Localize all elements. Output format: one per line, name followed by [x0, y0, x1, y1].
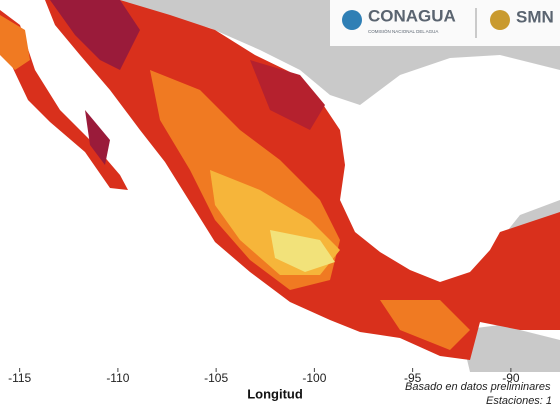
- warm-zone-baja: [0, 15, 30, 70]
- hot-zone-northeast: [250, 60, 325, 130]
- conagua-icon: [342, 10, 362, 30]
- x-tick-label: -105: [204, 371, 228, 385]
- central-america: [460, 325, 560, 372]
- x-tick-label: -110: [106, 371, 129, 385]
- hot-zone-sinaloa: [85, 110, 110, 165]
- hot-zone-sonora: [50, 0, 140, 70]
- logo-subtitle: COMISIÓN NACIONAL DEL AGUA: [368, 28, 438, 34]
- x-tick-label: -100: [302, 371, 326, 385]
- logo-panel: [330, 0, 560, 46]
- logo-right: SMN: [516, 7, 554, 26]
- note: Basado en datos preliminares: [405, 381, 551, 393]
- x-axis-label: Longitud: [247, 386, 303, 401]
- x-tick-label: -90: [502, 371, 520, 385]
- logo-title: CONAGUA: [368, 6, 456, 25]
- smn-icon: [490, 10, 510, 30]
- warm-zone-south: [380, 300, 470, 350]
- note-stations: Estaciones: 1: [486, 395, 552, 404]
- cool-zone-center: [270, 230, 335, 272]
- x-tick-label: -115: [8, 371, 31, 385]
- x-tick-label: -95: [404, 371, 422, 385]
